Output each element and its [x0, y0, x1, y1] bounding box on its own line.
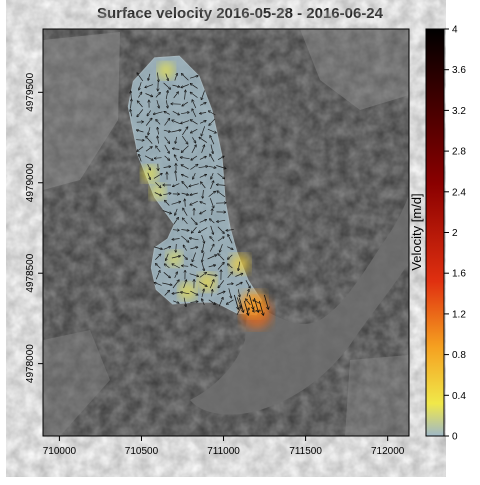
colorbar-ticks: 0 0.4 0.8 1.2 1.6 2 2.4 2.8 3.2 3.6 4: [444, 25, 466, 443]
y-tick-label: 4978000: [25, 344, 36, 383]
colorbar-tick-label: 0.8: [452, 350, 466, 361]
x-axis: 710000 710500 711000 711500 712000: [43, 436, 405, 457]
x-tick-label: 711500: [289, 446, 322, 457]
y-tick-label: 4979000: [25, 163, 36, 202]
velocity-hotspot: [240, 291, 266, 317]
colorbar-scale: [426, 29, 444, 436]
colorbar-tick-label: 3.6: [452, 65, 466, 76]
x-tick-label: 710000: [43, 446, 77, 457]
x-tick-label: 711000: [207, 446, 240, 457]
colorbar-tick-label: 2.8: [452, 147, 466, 158]
colorbar-tick-label: 2: [452, 228, 458, 239]
y-tick-label: 4979500: [25, 72, 36, 111]
colorbar-tick-label: 1.2: [452, 309, 466, 320]
velocity-hotspot: [230, 254, 250, 274]
colorbar-tick-label: 2.4: [452, 187, 466, 198]
colorbar-tick-label: 0.4: [452, 391, 466, 402]
colorbar-tick-label: 0: [452, 432, 458, 443]
velocity-hotspot: [150, 184, 166, 200]
colorbar: 0 0.4 0.8 1.2 1.6 2 2.4 2.8 3.2 3.6 4 Velocity [m/…: [409, 25, 466, 443]
velocity-hotspot: [158, 62, 175, 79]
x-tick-label: 712000: [371, 446, 405, 457]
y-tick-label: 4978500: [25, 253, 36, 292]
velocity-hotspot: [166, 251, 182, 267]
colorbar-tick-label: 4: [452, 25, 458, 36]
colorbar-label: Velocity [m/d]: [409, 193, 424, 270]
colorbar-tick-label: 3.2: [452, 106, 466, 117]
colorbar-tick-label: 1.6: [452, 269, 466, 280]
y-axis: 4978000 4978500 4979000 4979500: [25, 72, 43, 383]
light-fields-southeast: [345, 355, 409, 436]
velocity-hotspot: [179, 282, 197, 300]
x-tick-label: 710500: [125, 446, 159, 457]
chart-title: Surface velocity 2016-05-28 - 2016-06-24: [97, 5, 384, 22]
